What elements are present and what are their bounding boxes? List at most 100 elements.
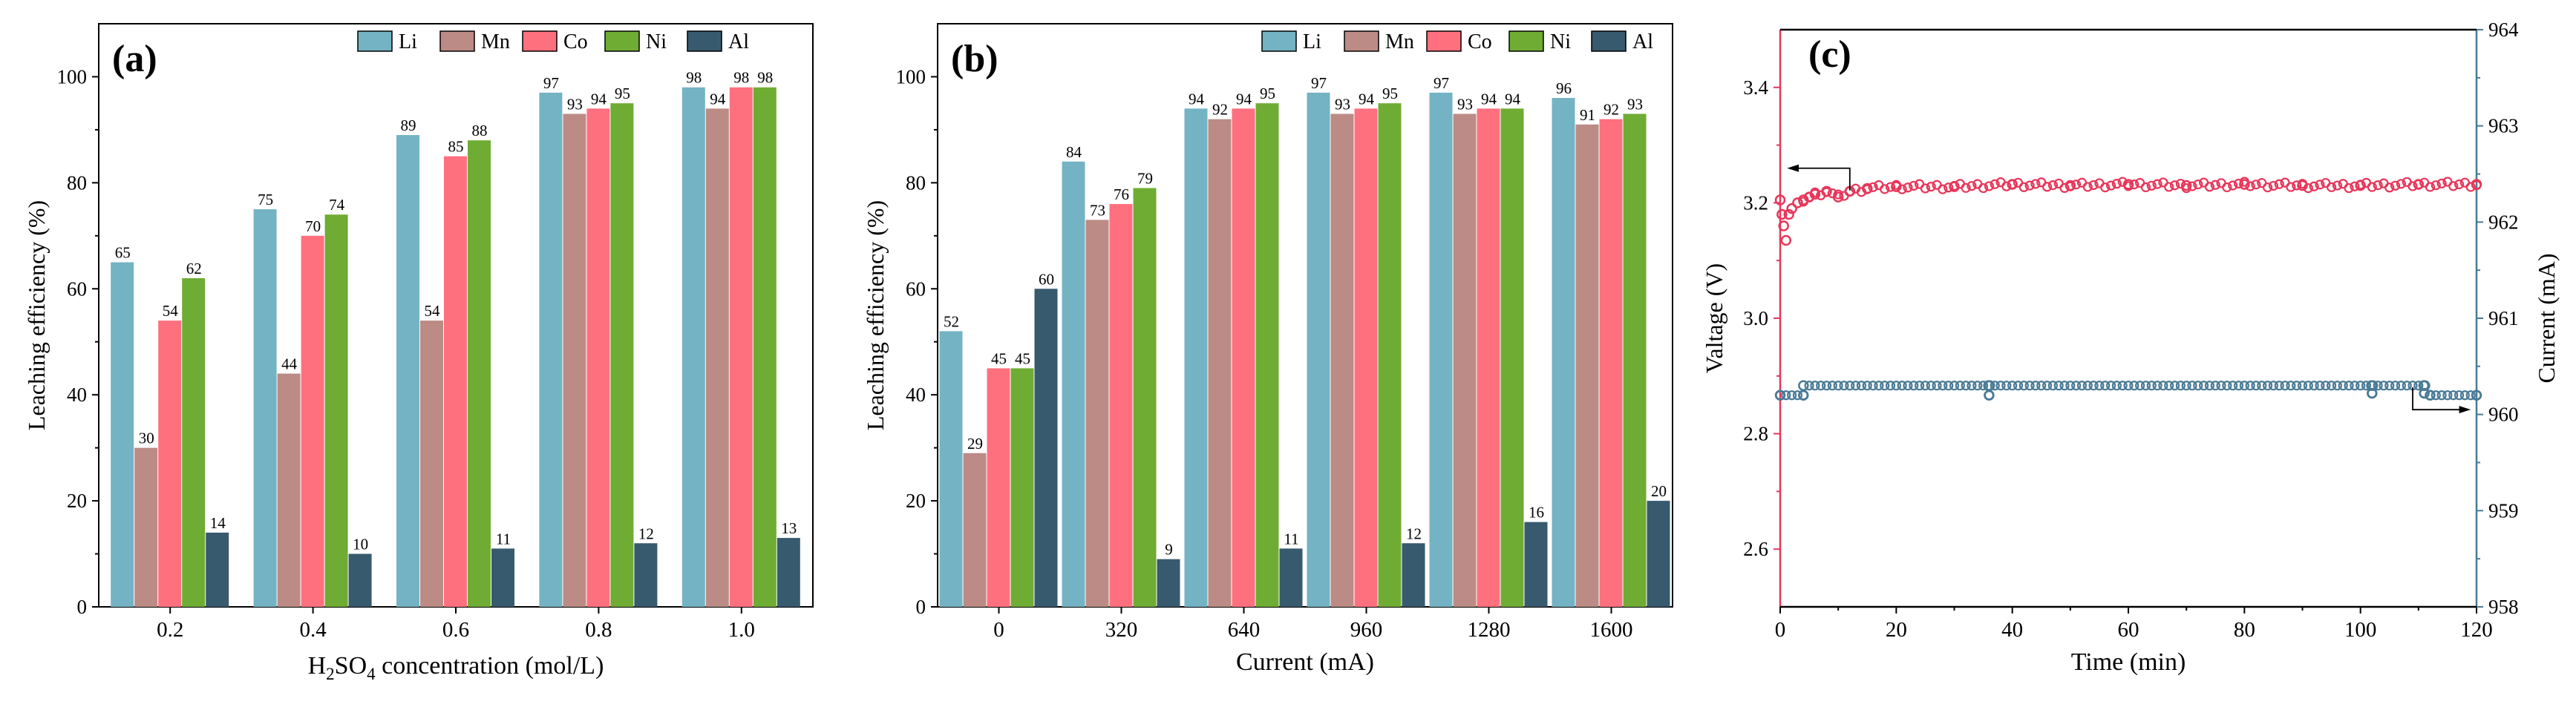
voltage-point [1938,184,1948,194]
current-point [2210,381,2220,391]
voltage-point [2100,182,2111,193]
bar-ni [182,277,206,607]
y-tick-label: 40 [906,384,926,406]
series-current [1774,380,2482,401]
bar-data-label: 94 [1189,90,1205,108]
bar-ni [1255,103,1279,607]
bar-data-label: 95 [1260,85,1275,102]
current-point [2024,381,2035,391]
bar-data-label: 52 [944,312,959,330]
current-point [2140,381,2151,391]
x-axis-label-part: 4 [367,665,376,683]
bar-ni [1500,108,1524,607]
current-point [2007,381,2018,391]
current-point [2344,381,2354,391]
left-tick-label: 2.8 [1743,423,1768,445]
voltage-point [2030,179,2041,189]
voltage-point [1903,182,1913,193]
x-tick-label: 100 [2344,618,2377,642]
bar-data-label: 94 [1481,90,1497,108]
current-point [2233,381,2244,391]
current-point [2263,381,2273,391]
bar-mn [705,108,729,607]
voltage-point [1868,182,1878,192]
current-point [2303,381,2313,391]
bar-co [1354,108,1378,607]
current-point [2430,390,2441,401]
current-point [1839,381,1849,391]
bar-ni [468,140,491,607]
voltage-point [2454,179,2465,190]
current-point [2321,381,2331,391]
voltage-point [2292,180,2302,191]
bar-co [444,156,467,608]
voltage-point [2007,179,2018,190]
voltage-arrow-head [1787,164,1799,172]
current-point [1885,381,1896,391]
voltage-point [1990,179,2000,189]
bar-ni [324,214,348,608]
bar-al [1157,559,1180,607]
bar-al [1402,543,1425,607]
bar-data-label: 98 [733,69,749,87]
voltage-point [2018,182,2029,192]
bar-data-label: 88 [472,122,488,139]
current-point [2425,390,2436,401]
current-point [1915,381,1925,391]
bar-data-label: 45 [1015,349,1030,367]
right-tick-label: 960 [2488,404,2519,426]
current-point [1880,381,1890,391]
current-point [2292,381,2302,391]
x-tick-label: 20 [1886,618,1907,642]
right-tick-label: 963 [2488,115,2519,137]
current-point [2169,381,2180,391]
current-point [2181,381,2191,391]
y-tick-label: 20 [906,490,926,512]
left-tick-label: 3.4 [1743,76,1768,99]
bar-li [1429,92,1453,607]
current-point [2041,381,2053,391]
x-tick-label: 960 [1350,618,1383,642]
bar-co [301,235,324,607]
current-point [1816,381,1826,391]
x-axis-label-part: 2 [326,665,335,683]
voltage-point [2169,180,2180,191]
current-point [1897,381,1907,391]
current-point [1851,381,1861,391]
voltage-point [2268,180,2279,191]
voltage-point [2210,180,2220,190]
voltage-point [1778,220,1789,231]
bar-al [777,538,800,607]
current-point [1938,381,1948,391]
voltage-point [2204,182,2215,192]
current-point [2280,381,2290,391]
voltage-point [1786,203,1797,214]
current-point [2332,381,2342,391]
bar-al [348,553,372,607]
current-point [1856,381,1867,391]
voltage-point [2315,180,2325,190]
voltage-point [2286,182,2296,192]
voltage-point [2396,179,2406,189]
voltage-point [2024,180,2035,191]
bar-data-label: 70 [305,217,321,235]
current-point [2123,381,2134,391]
y-tick-label: 60 [906,277,926,300]
legend-swatch-ni [1508,30,1544,52]
panel-b-leaching-vs-current: 0 20 40 60 80 100 0 52 29 45 45 60 320 84 73 76 79 9 640 94… [862,23,1673,676]
bar-data-label: 62 [186,260,202,277]
current-point [2053,381,2064,391]
voltage-point [2059,182,2070,194]
x-tick-label: 1.0 [728,618,755,642]
current-point [2193,381,2203,391]
bar-co [1109,203,1133,608]
current-point [2175,381,2186,391]
bar-mn [563,114,586,608]
left-tick-label: 2.6 [1743,538,1768,560]
voltage-point [2448,181,2459,191]
bar-data-label: 98 [686,69,702,87]
current-point [2402,381,2412,391]
x-tick-label: 40 [2001,618,2023,642]
bar-co [1232,108,1255,607]
voltage-point [1967,181,1977,191]
